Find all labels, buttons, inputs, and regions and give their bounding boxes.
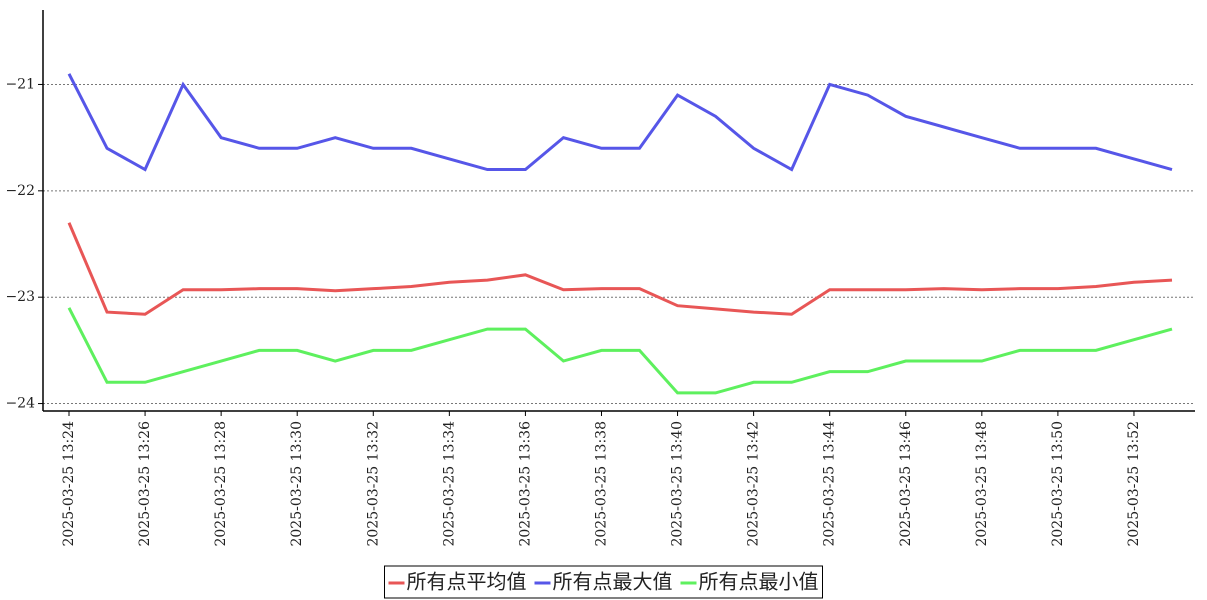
- y-tick-label: −21: [5, 76, 35, 92]
- legend: 所有点平均值 所有点最大值 所有点最小值: [384, 565, 823, 599]
- x-tick-label: 2025-03-25 13:38: [593, 421, 609, 547]
- legend-box: [384, 565, 823, 599]
- x-tick-label: 2025-03-25 13:48: [974, 421, 990, 547]
- x-tick-label: 2025-03-25 13:26: [137, 421, 153, 547]
- legend-label: 所有点最小值: [699, 570, 819, 594]
- x-tick-label: 2025-03-25 13:36: [517, 421, 533, 547]
- series-line: [67, 222, 1173, 316]
- x-tick-label: 2025-03-25 13:40: [670, 421, 686, 547]
- legend-label: 所有点最大值: [553, 570, 673, 594]
- x-tick-label: 2025-03-25 13:46: [898, 421, 914, 547]
- x-tick-label: 2025-03-25 13:52: [1126, 421, 1142, 547]
- y-tick-label: −23: [5, 289, 35, 305]
- x-tick-label: 2025-03-25 13:24: [61, 421, 77, 547]
- x-tick-label: 2025-03-25 13:28: [213, 421, 229, 547]
- x-tick-label: 2025-03-25 13:44: [822, 421, 838, 547]
- y-tick-label: −24: [5, 396, 35, 412]
- legend-label: 所有点平均值: [407, 570, 527, 594]
- series-line: [67, 73, 1173, 172]
- x-tick-label: 2025-03-25 13:34: [441, 421, 457, 547]
- y-tick-label: −22: [5, 183, 35, 199]
- x-tick-label: 2025-03-25 13:32: [365, 421, 381, 547]
- x-tick-label: 2025-03-25 13:50: [1050, 421, 1066, 547]
- x-tick-label: 2025-03-25 13:30: [289, 421, 305, 547]
- x-tick-label: 2025-03-25 13:42: [746, 421, 762, 547]
- series-line: [67, 307, 1173, 395]
